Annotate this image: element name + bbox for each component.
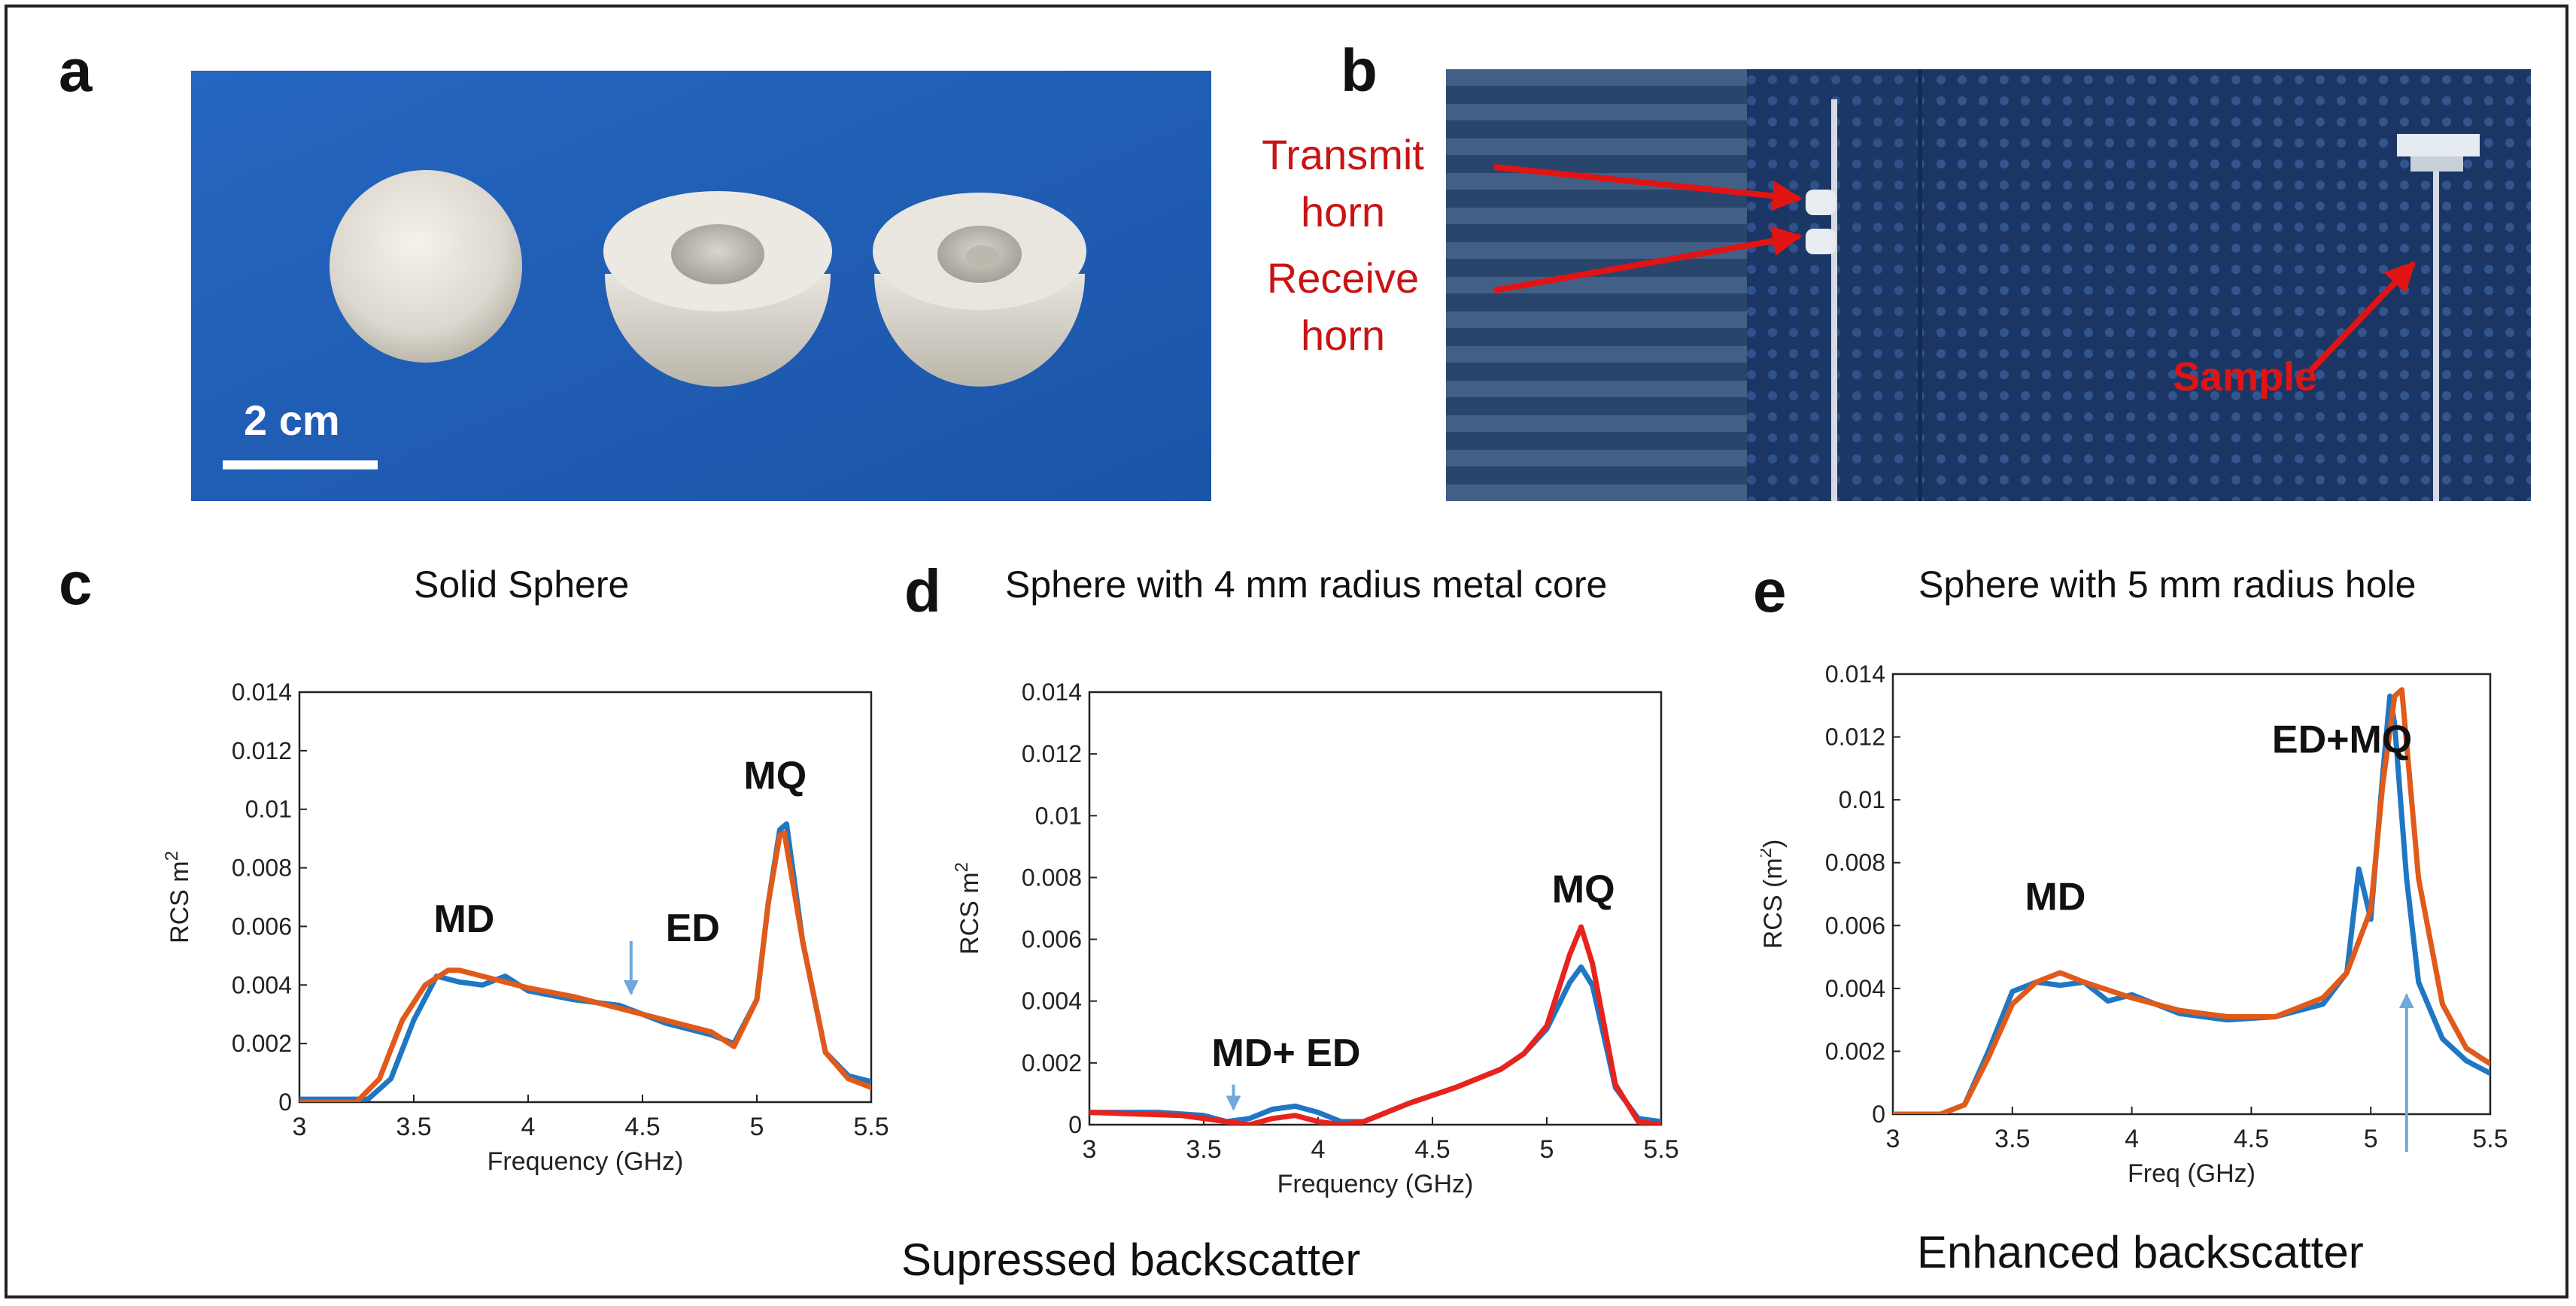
y-tick-label: 0.008: [1825, 849, 1885, 876]
chart-d-title: Sphere with 4 mm radius metal core: [1005, 563, 1608, 606]
absorber-wall-left: [1446, 69, 1747, 501]
receive-horn-label: Receive horn: [1266, 254, 1420, 359]
chart-e-caption: Enhanced backscatter: [1917, 1227, 2364, 1277]
y-tick-label: 0.006: [1022, 926, 1082, 953]
absorber-wall-right: [1920, 69, 2531, 501]
chart-d-caption: Supressed backscatter: [901, 1235, 1361, 1285]
series-line-simulated: [299, 830, 871, 1102]
y-axis-label: RCS m2: [162, 851, 194, 943]
y-tick-label: 0.004: [1022, 988, 1082, 1015]
panel-letter-e: e: [1753, 557, 1787, 624]
solid-sphere-sample: [330, 170, 522, 363]
y-tick-label: 0.006: [1825, 912, 1885, 939]
hemisphere-hole-sample: [873, 193, 1086, 387]
sample-arrow: [2309, 261, 2416, 372]
y-tick-label: 0.006: [232, 913, 292, 940]
y-tick-label: 0.002: [232, 1030, 292, 1057]
y-tick-label: 0.012: [232, 737, 292, 764]
scale-bar-label: 2 cm: [244, 396, 340, 444]
peak-annotation: MD+ ED: [1211, 1031, 1360, 1075]
x-tick-label: 5.5: [853, 1113, 889, 1141]
plot-area-1: [1088, 691, 1663, 1126]
peak-annotation: MQ: [1552, 867, 1615, 911]
plot-area-2: [1891, 673, 2492, 1116]
y-tick-label: 0: [1872, 1101, 1885, 1128]
sample-label: Sample: [2173, 354, 2318, 399]
x-tick-label: 3.5: [1186, 1135, 1221, 1164]
y-tick-label: 0.01: [245, 796, 292, 823]
chart-e: 3 3.5 4 4.5 5 5.5 0 0.002 0.004 0.006 0.008 0.01 0.0…: [1760, 661, 2508, 1188]
y-axis-label: RCS m2: [952, 862, 984, 955]
chart-c-title: Solid Sphere: [414, 563, 630, 606]
x-tick-label: 4: [2125, 1125, 2139, 1153]
y-tick-label: 0.014: [232, 679, 292, 706]
y-tick-label: 0: [278, 1089, 292, 1116]
y-tick-label: 0.014: [1825, 661, 1885, 688]
photo-samples: 2 cm: [191, 71, 1211, 501]
peak-annotation: MD: [2025, 875, 2086, 919]
x-tick-label: 5.5: [2472, 1125, 2508, 1153]
x-axis-label: Frequency (GHz): [1277, 1170, 1474, 1198]
transmit-horn-arrow: [1493, 164, 1803, 211]
sample-mast: [2397, 134, 2480, 501]
series-line-simulated: [1089, 924, 1661, 1125]
y-tick-label: 0.01: [1839, 786, 1885, 813]
y-axis-label: RCS (m2): [1760, 840, 1788, 949]
y-tick-label: 0.012: [1825, 724, 1885, 751]
x-tick-label: 5.5: [1643, 1135, 1678, 1164]
x-tick-label: 3.5: [1994, 1125, 2030, 1153]
x-tick-label: 4: [1311, 1135, 1326, 1164]
panel-letter-a: a: [59, 37, 93, 104]
panel-letter-b: b: [1341, 37, 1378, 104]
y-tick-label: 0.002: [1825, 1037, 1885, 1065]
x-tick-label: 5: [750, 1113, 764, 1141]
panel-letter-c: c: [59, 550, 93, 617]
x-axis-label: Freq (GHz): [2128, 1159, 2256, 1188]
horn-mast: [1806, 99, 1837, 501]
hemisphere-core-sample: [603, 191, 832, 387]
y-tick-label: 0.014: [1022, 679, 1082, 706]
peak-annotation: MQ: [743, 754, 807, 797]
chart-e-title: Sphere with 5 mm radius hole: [1918, 563, 2417, 606]
x-tick-label: 4.5: [2234, 1125, 2269, 1153]
y-tick-label: 0: [1068, 1111, 1082, 1138]
peak-annotation: MD: [433, 897, 494, 941]
x-tick-label: 3: [293, 1113, 307, 1141]
series-line-simulated: [1893, 687, 2490, 1114]
transmit-horn-label: Transmit horn: [1262, 131, 1424, 235]
chart-c: 3 3.5 4 4.5 5 5.5 0 0.002 0.004 0.006 0.008 0.01 0.0…: [162, 679, 889, 1176]
x-tick-label: 3: [1083, 1135, 1097, 1164]
x-tick-label: 4.5: [624, 1113, 660, 1141]
photo-anechoic-chamber: Sample: [1446, 69, 2531, 501]
x-tick-label: 4: [521, 1113, 536, 1141]
y-tick-label: 0.002: [1022, 1049, 1082, 1077]
peak-annotation: ED+MQ: [2272, 718, 2412, 761]
figure-frame: [5, 5, 2568, 1298]
x-axis-label: Frequency (GHz): [488, 1147, 684, 1176]
chart-d: 3 3.5 4 4.5 5 5.5 0 0.002 0.004 0.006 0.008 0.01 0.0…: [952, 679, 1679, 1198]
x-tick-label: 5: [2364, 1125, 2378, 1153]
y-tick-label: 0.01: [1035, 802, 1082, 829]
x-tick-label: 4.5: [1414, 1135, 1450, 1164]
x-tick-label: 3.5: [396, 1113, 431, 1141]
scale-bar: [223, 460, 378, 469]
peak-annotation: ED: [666, 907, 720, 950]
receive-horn-arrow: [1493, 226, 1803, 293]
y-tick-label: 0.008: [232, 855, 292, 882]
y-tick-label: 0.008: [1022, 864, 1082, 891]
x-tick-label: 3: [1886, 1125, 1900, 1153]
y-tick-label: 0.004: [232, 971, 292, 998]
chamber-svg: [1446, 69, 2531, 501]
panel-letter-d: d: [904, 557, 941, 624]
y-tick-label: 0.012: [1022, 740, 1082, 767]
x-tick-label: 5: [1540, 1135, 1554, 1164]
y-tick-label: 0.004: [1825, 975, 1885, 1002]
photo-samples-svg: [191, 71, 1211, 501]
